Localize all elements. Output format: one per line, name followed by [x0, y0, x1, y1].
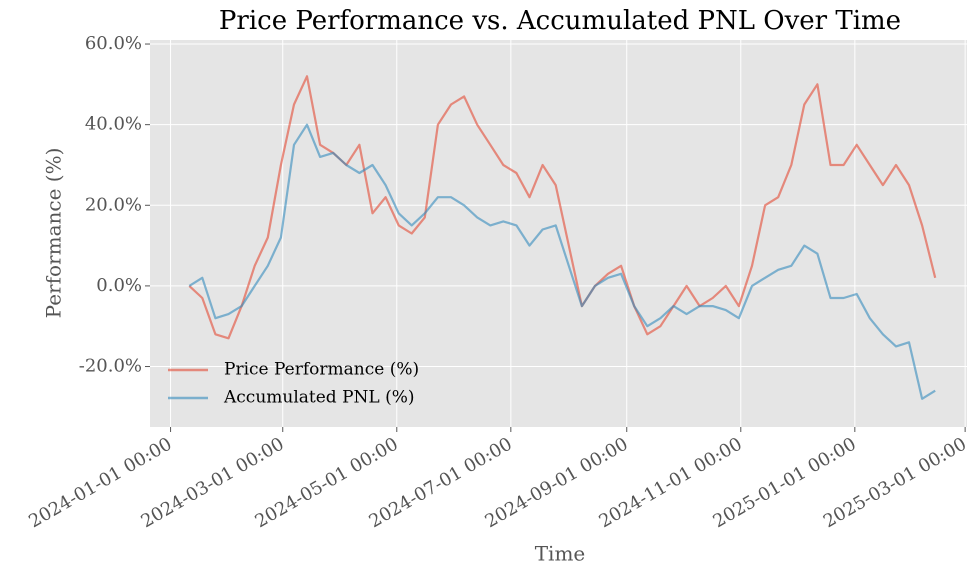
chart-title: Price Performance vs. Accumulated PNL Ov… [219, 6, 901, 36]
y-tick-label: 0.0% [96, 275, 142, 296]
y-tick-label: 60.0% [85, 33, 142, 54]
series-line [188, 123, 936, 400]
legend-label: Accumulated PNL (%) [223, 388, 415, 408]
y-tick-label: 40.0% [85, 114, 142, 135]
legend-label: Price Performance (%) [224, 360, 419, 380]
series-line [188, 75, 937, 340]
y-tick-label: -20.0% [79, 356, 142, 377]
y-axis-label: Performance (%) [42, 148, 66, 319]
x-axis-label: Time [535, 542, 586, 566]
y-tick-label: 20.0% [85, 194, 142, 215]
